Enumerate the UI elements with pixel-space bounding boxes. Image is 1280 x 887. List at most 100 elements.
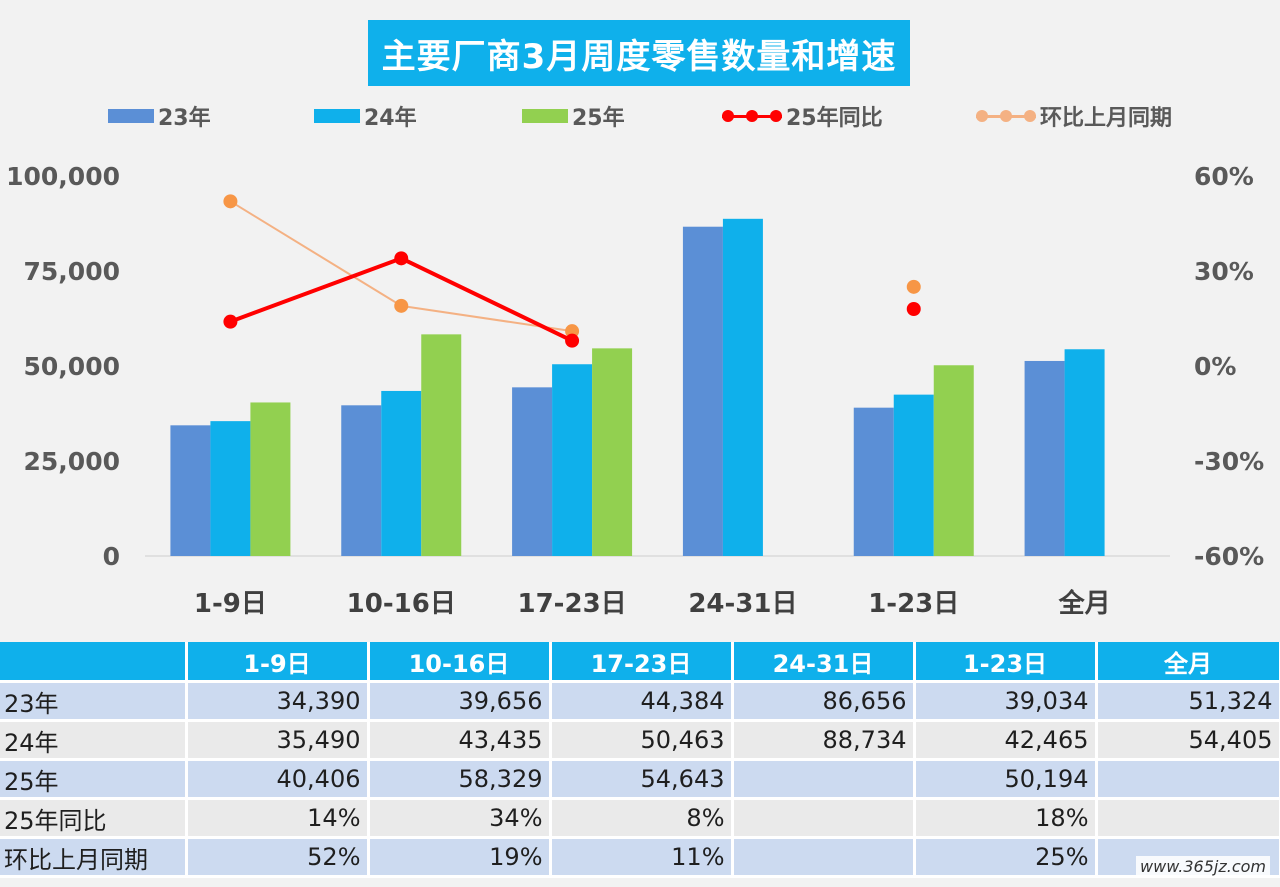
bar-25年	[250, 402, 291, 556]
point-环比上月同期	[394, 298, 409, 313]
point-25年同比	[394, 251, 409, 266]
bar-23年	[853, 407, 894, 556]
table-row-label: 23年	[0, 681, 188, 722]
table-header-row: 1-9日 10-16日 17-23日 24-31日 1-23日 全月	[0, 642, 1280, 683]
bar-23年	[170, 425, 211, 556]
table-cell	[1096, 759, 1280, 800]
y-right-tick-label: -60%	[1194, 542, 1264, 571]
legend-swatch-23	[108, 109, 154, 123]
table-cell: 58,329	[368, 759, 552, 800]
table-cell: 42,465	[914, 720, 1098, 761]
table-row: 25年 40,406 58,329 54,643 50,194	[0, 759, 1280, 800]
table-cell: 35,490	[186, 720, 370, 761]
bar-24年	[381, 390, 422, 556]
y-right-tick-label: 0%	[1194, 352, 1236, 381]
bar-23年	[341, 405, 382, 556]
table-row-label: 25年同比	[0, 798, 188, 839]
bar-25年	[421, 334, 462, 556]
bar-23年	[1024, 360, 1065, 556]
legend-item-25: 25年	[522, 100, 625, 132]
table-cell	[732, 798, 916, 839]
table-cell: 8%	[550, 798, 734, 839]
table-header-cell: 10-16日	[368, 642, 552, 683]
table-cell: 25%	[914, 837, 1098, 878]
point-25年同比	[906, 302, 921, 316]
bar-25年	[592, 348, 633, 556]
table-cell: 43,435	[368, 720, 552, 761]
y-left-tick-label: 0	[103, 542, 120, 571]
table-cell: 11%	[550, 837, 734, 878]
table-cell: 39,034	[914, 681, 1098, 722]
table-header-cell: 1-23日	[914, 642, 1098, 683]
legend-swatch-24	[314, 109, 360, 123]
legend-item-24: 24年	[314, 100, 417, 132]
table-header-cell: 全月	[1096, 642, 1280, 683]
bar-24年	[893, 394, 934, 556]
bar-23年	[682, 226, 723, 556]
table-row: 25年同比 14% 34% 8% 18%	[0, 798, 1280, 839]
x-tick-label: 全月	[1058, 588, 1111, 619]
x-tick-label: 24-31日	[688, 589, 797, 619]
bar-25年	[933, 365, 974, 556]
legend-label-24: 24年	[364, 106, 417, 131]
chart-area: 主要厂商3月周度零售数量和增速 23年 24年 25年 25年同比	[0, 20, 1280, 619]
table-cell: 50,463	[550, 720, 734, 761]
legend-line-yoy	[722, 109, 782, 123]
table-cell	[732, 837, 916, 878]
legend-line-mom	[976, 109, 1036, 123]
point-环比上月同期	[223, 194, 238, 209]
table-cell: 86,656	[732, 681, 916, 722]
table-row-label: 25年	[0, 759, 188, 800]
table-cell: 34,390	[186, 681, 370, 722]
table-header-cell: 24-31日	[732, 642, 916, 683]
table-cell: 51,324	[1096, 681, 1280, 722]
data-table: 1-9日 10-16日 17-23日 24-31日 1-23日 全月 23年 3…	[0, 642, 1280, 878]
table-cell: 40,406	[186, 759, 370, 800]
y-left-tick-label: 75,000	[24, 257, 120, 286]
table-cell: 88,734	[732, 720, 916, 761]
legend-label-25: 25年	[572, 106, 625, 131]
y-left-tick-label: 25,000	[24, 447, 120, 476]
legend-label-yoy: 25年同比	[786, 106, 883, 131]
y-left-tick-label: 100,000	[6, 162, 120, 191]
x-tick-label: 1-9日	[194, 589, 267, 619]
bar-23年	[512, 387, 553, 556]
table-cell: 34%	[368, 798, 552, 839]
y-right-tick-label: 30%	[1194, 257, 1254, 286]
table-header-corner	[0, 642, 188, 683]
table-header-cell: 1-9日	[186, 642, 370, 683]
legend-label-23: 23年	[158, 106, 211, 131]
legend-item-23: 23年	[108, 100, 211, 132]
table-cell: 18%	[914, 798, 1098, 839]
x-tick-label: 1-23日	[868, 589, 959, 619]
bar-24年	[722, 218, 763, 557]
y-right-tick-label: -30%	[1194, 447, 1264, 476]
table-cell	[732, 759, 916, 800]
point-25年同比	[565, 333, 580, 348]
legend-label-mom: 环比上月同期	[1040, 106, 1173, 131]
y-left-tick-label: 50,000	[24, 352, 120, 381]
chart-title: 主要厂商3月周度零售数量和增速	[368, 20, 910, 86]
legend-item-yoy: 25年同比	[722, 100, 883, 132]
chart-legend: 23年 24年 25年 25年同比 环比上月	[0, 100, 1280, 132]
table-row: 23年 34,390 39,656 44,384 86,656 39,034 5…	[0, 681, 1280, 722]
table-cell: 52%	[186, 837, 370, 878]
bar-24年	[552, 364, 593, 556]
table-cell: 44,384	[550, 681, 734, 722]
table-cell: 39,656	[368, 681, 552, 722]
table-row-label: 24年	[0, 720, 188, 761]
point-25年同比	[223, 314, 238, 329]
table-cell: 14%	[186, 798, 370, 839]
x-tick-label: 10-16日	[347, 589, 456, 619]
chart-plot: 0 25,000 50,000 75,000 100,000 -60% -30% 0% 30% 6…	[6, 162, 1264, 619]
point-环比上月同期	[906, 279, 921, 294]
table-row: 24年 35,490 43,435 50,463 88,734 42,465 5…	[0, 720, 1280, 761]
watermark: www.365jz.com	[1136, 856, 1270, 877]
table-cell: 54,405	[1096, 720, 1280, 761]
bar-24年	[1064, 349, 1105, 556]
legend-item-mom: 环比上月同期	[976, 100, 1172, 132]
table-cell: 54,643	[550, 759, 734, 800]
legend-swatch-25	[522, 109, 568, 123]
table-row: 环比上月同期 52% 19% 11% 25%	[0, 837, 1280, 878]
bar-24年	[210, 421, 251, 556]
